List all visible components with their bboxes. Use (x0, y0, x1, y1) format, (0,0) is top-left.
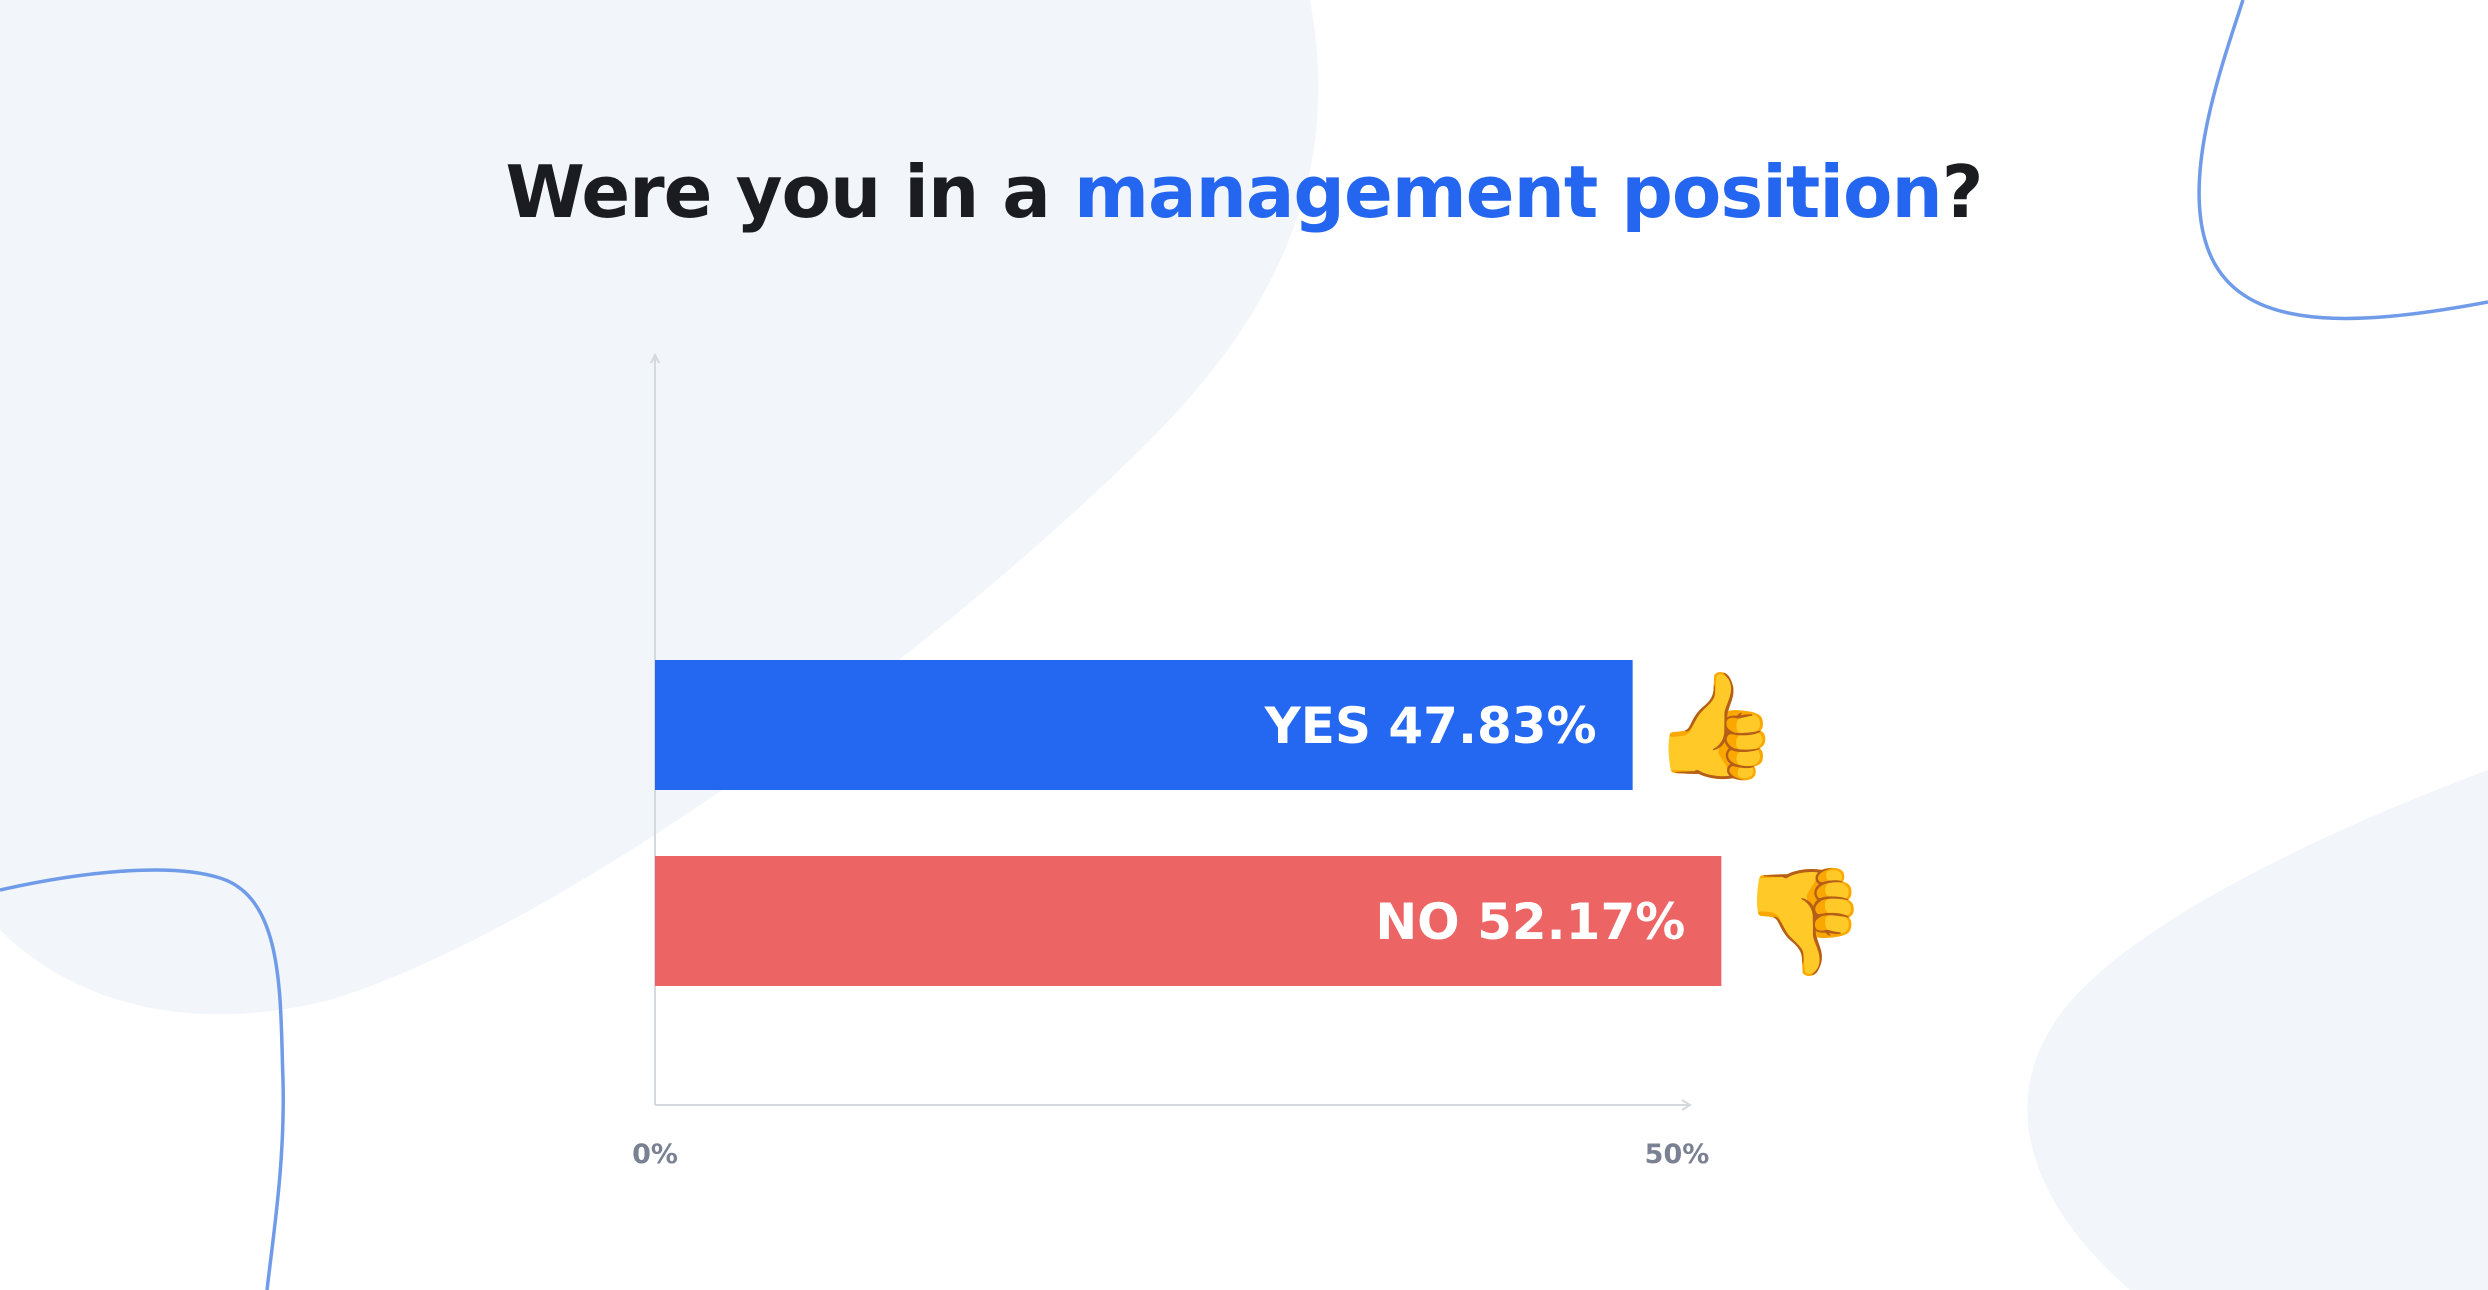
bar-no (655, 856, 1722, 986)
bar-value-label: 52.17% (1477, 893, 1685, 951)
decorative-curve-bottom-left (0, 868, 285, 1290)
title-highlight: management position (1073, 150, 1943, 234)
bar-category-label: YES (1264, 697, 1389, 755)
background-blob-left (0, 0, 1319, 1015)
y-axis-arrow (650, 352, 660, 364)
bar-label-no: NO 52.17% (1375, 893, 1685, 951)
thumbs-down-icon: 👎 (1739, 860, 1869, 982)
title-suffix: ? (1941, 150, 1984, 234)
title-prefix: Were you in a (505, 150, 1074, 234)
bar-label-yes: YES 47.83% (1264, 697, 1597, 755)
bar-value-label: 47.83% (1388, 697, 1596, 755)
bar-category-label: NO (1375, 893, 1477, 951)
chart-title: Were you in a management position? (0, 150, 2488, 234)
background-blob-right (2027, 770, 2488, 1290)
bar-yes (655, 660, 1633, 790)
x-tick-label: 50% (1645, 1139, 1710, 1170)
decorative-curve-top-right (2197, 0, 2488, 321)
thumbs-up-icon: 👍 (1651, 664, 1781, 786)
x-axis-arrow (1681, 1099, 1692, 1111)
x-tick-label: 0% (632, 1139, 678, 1170)
